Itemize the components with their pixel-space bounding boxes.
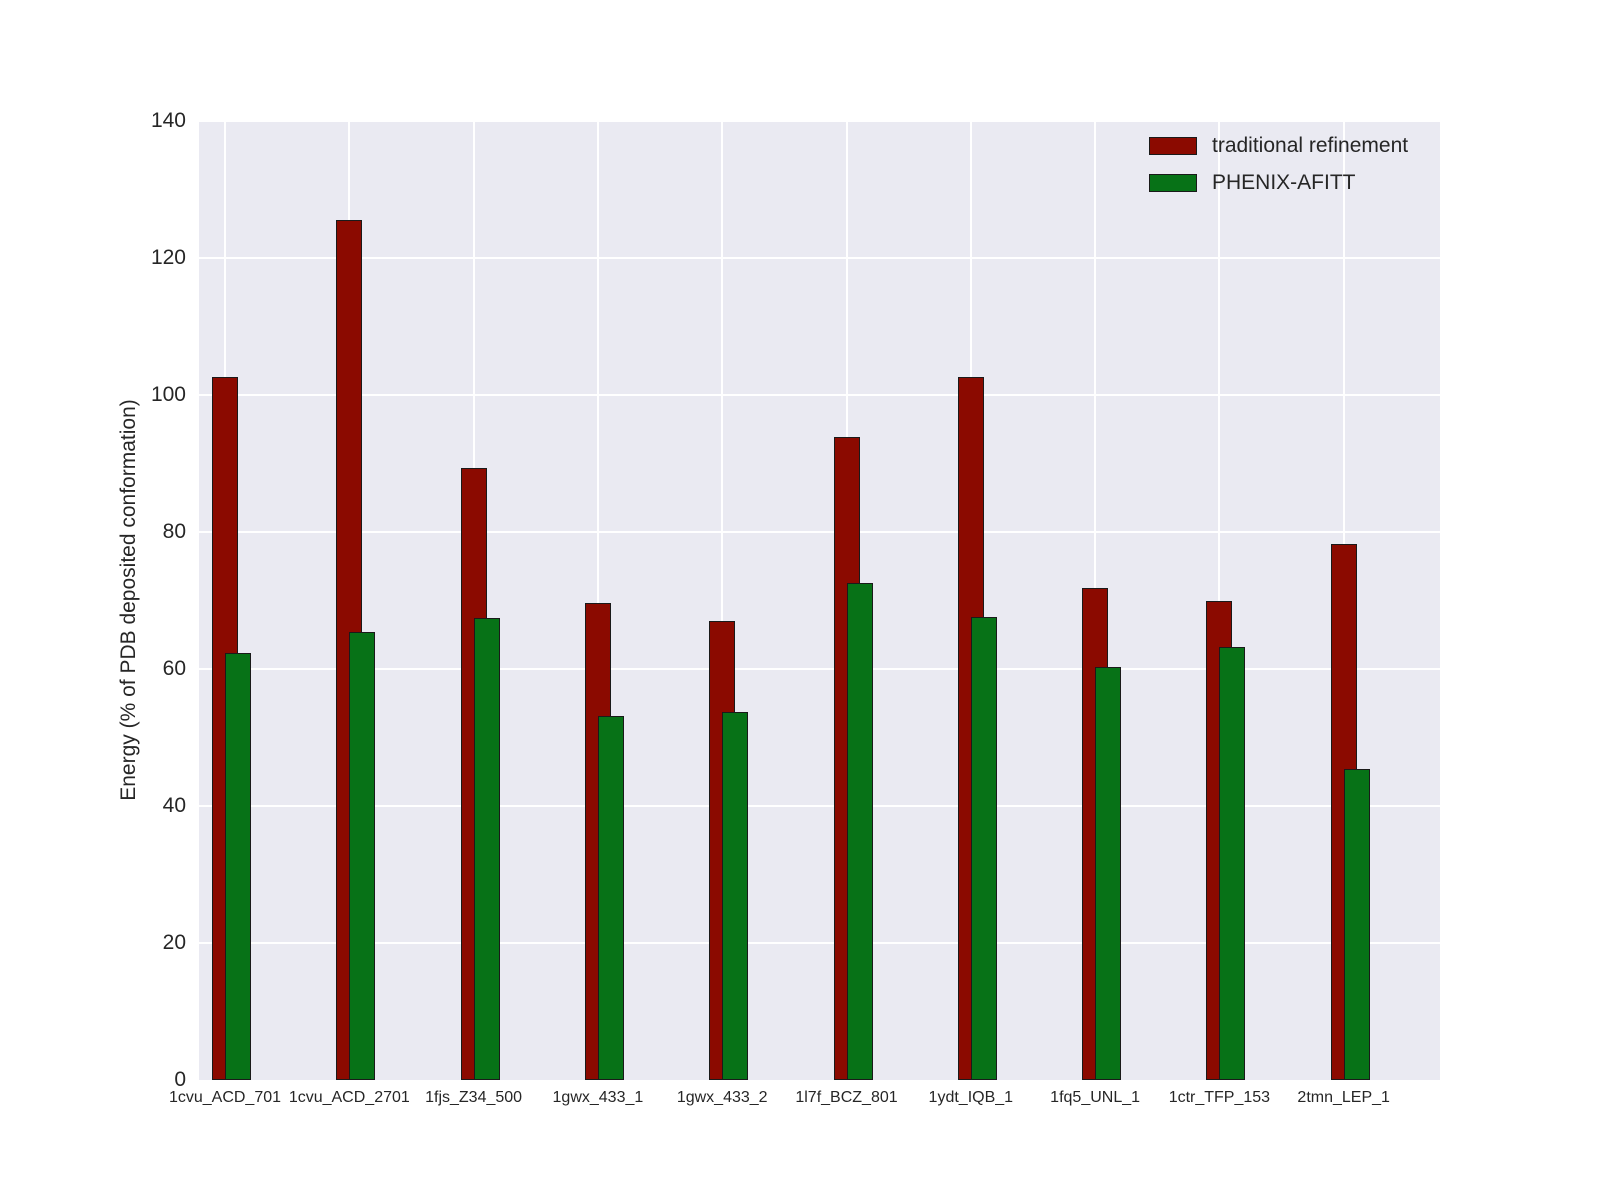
gridline-y-120 [199, 257, 1440, 259]
gridline-x-1gwx_433_1 [596, 121, 599, 1080]
bar-phenix-afitt-1l7f_BCZ_801 [846, 582, 873, 1080]
x-tick-label-1fjs_Z34_500: 1fjs_Z34_500 [425, 1089, 523, 1106]
plot-area [199, 120, 1440, 1080]
legend-label-phenix-afitt: PHENIX-AFITT [1212, 171, 1356, 194]
bar-phenix-afitt-1ctr_TFP_153 [1219, 647, 1246, 1080]
y-tick-label-0: 0 [174, 1068, 186, 1091]
bar-phenix-afitt-1cvu_ACD_2701 [349, 632, 376, 1080]
x-tick-label-1gwx_433_2: 1gwx_433_2 [676, 1089, 768, 1106]
gridline-x-1gwx_433_2 [721, 121, 724, 1080]
y-tick-label-40: 40 [162, 794, 186, 817]
legend-swatch-traditional-refinement-icon [1149, 137, 1197, 155]
gridline-y-100 [199, 394, 1440, 396]
legend-label-traditional-refinement: traditional refinement [1212, 134, 1409, 157]
bar-phenix-afitt-1ydt_IQB_1 [970, 616, 997, 1080]
legend: traditional refinement PHENIX-AFITT [1149, 134, 1408, 208]
bar-phenix-afitt-1fjs_Z34_500 [473, 618, 500, 1080]
y-axis-label: Energy (% of PDB deposited conformation) [117, 399, 140, 801]
bar-phenix-afitt-1gwx_433_2 [722, 712, 749, 1080]
x-tick-label-1fq5_UNL_1: 1fq5_UNL_1 [1050, 1089, 1141, 1106]
bar-phenix-afitt-1cvu_ACD_701 [225, 652, 251, 1080]
y-tick-label-20: 20 [162, 931, 186, 954]
x-tick-label-1cvu_ACD_701: 1cvu_ACD_701 [168, 1089, 282, 1106]
bar-phenix-afitt-1fq5_UNL_1 [1095, 666, 1122, 1080]
legend-swatch-phenix-afitt-icon [1149, 174, 1197, 192]
x-tick-label-1cvu_ACD_2701: 1cvu_ACD_2701 [288, 1089, 410, 1106]
gridline-y-80 [199, 531, 1440, 533]
gridline-y-20 [199, 942, 1440, 944]
gridline-y-140 [199, 120, 1440, 122]
gridline-y-60 [199, 668, 1440, 670]
y-tick-label-80: 80 [162, 520, 186, 543]
x-tick-label-2tmn_LEP_1: 2tmn_LEP_1 [1297, 1089, 1390, 1106]
x-tick-label-1ydt_IQB_1: 1ydt_IQB_1 [928, 1089, 1014, 1106]
x-tick-label-1ctr_TFP_153: 1ctr_TFP_153 [1168, 1089, 1271, 1106]
bar-phenix-afitt-1gwx_433_1 [597, 716, 624, 1080]
gridline-y-40 [199, 805, 1440, 807]
y-tick-label-140: 140 [150, 109, 186, 132]
y-tick-label-120: 120 [150, 246, 186, 269]
legend-item-phenix-afitt: PHENIX-AFITT [1149, 171, 1408, 195]
y-tick-label-100: 100 [150, 383, 186, 406]
x-tick-label-1gwx_433_1: 1gwx_433_1 [552, 1089, 644, 1106]
bar-phenix-afitt-2tmn_LEP_1 [1343, 769, 1370, 1080]
y-tick-label-60: 60 [162, 657, 186, 680]
legend-item-traditional-refinement: traditional refinement [1149, 134, 1408, 158]
x-tick-label-1l7f_BCZ_801: 1l7f_BCZ_801 [795, 1089, 898, 1106]
